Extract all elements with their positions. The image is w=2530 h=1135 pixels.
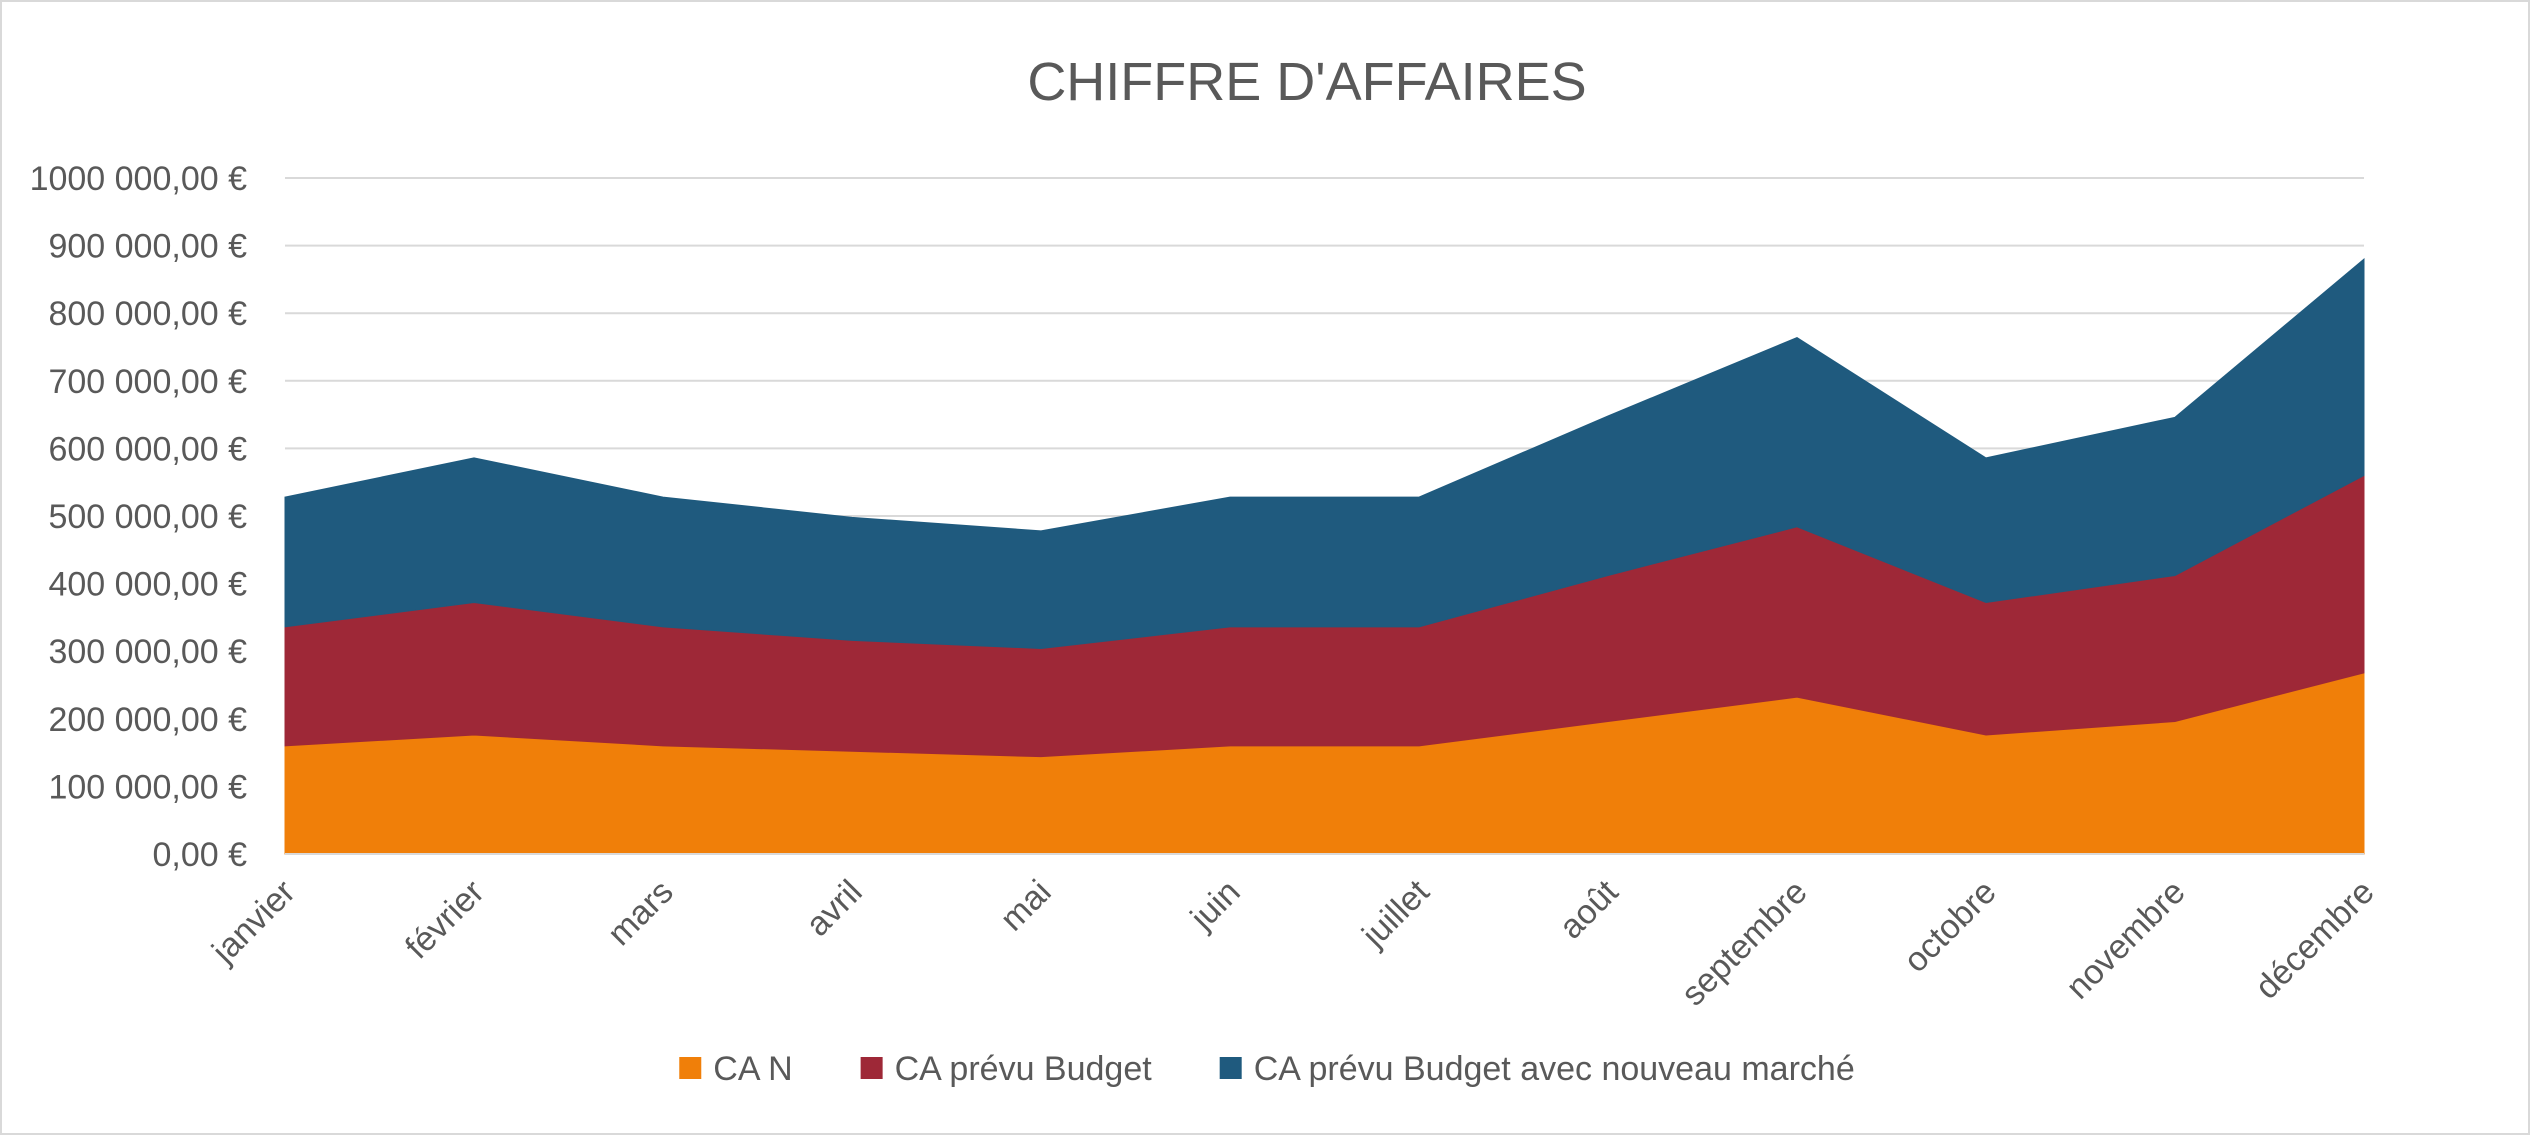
y-tick-label: 800 000,00 € — [48, 295, 247, 333]
area-series-3 — [284, 258, 2365, 649]
legend-label-2: CA prévu Budget — [895, 1050, 1153, 1088]
x-tick-label: avril — [799, 873, 870, 944]
y-tick-label: 600 000,00 € — [48, 430, 247, 468]
y-tick-label: 500 000,00 € — [48, 498, 247, 536]
chart-title: CHIFFRE D'AFFAIRES — [1027, 52, 1586, 112]
x-tick-label: mars — [600, 873, 680, 953]
legend-swatch-2 — [860, 1057, 883, 1079]
y-tick-label: 100 000,00 € — [48, 768, 247, 806]
x-axis: janvier février mars avril mai juin juillet aoû… — [204, 872, 2381, 1013]
y-tick-label: 700 000,00 € — [48, 363, 247, 401]
x-tick-label: mai — [993, 873, 1059, 939]
legend-label-3: CA prévu Budget avec nouveau marché — [1254, 1050, 1855, 1088]
y-tick-label: 1000 000,00 € — [30, 160, 248, 198]
y-tick-label: 0,00 € — [152, 836, 247, 874]
data-areas — [284, 258, 2365, 855]
x-tick-label: juillet — [1354, 872, 1437, 955]
x-tick-label: juin — [1183, 873, 1248, 938]
y-axis: 0,00 € 100 000,00 € 200 000,00 € 300 000,00… — [30, 160, 248, 874]
y-tick-label: 300 000,00 € — [48, 633, 247, 671]
y-tick-label: 900 000,00 € — [48, 228, 247, 266]
x-tick-label: février — [398, 873, 492, 967]
legend-swatch-1 — [679, 1057, 702, 1079]
legend-label-1: CA N — [713, 1050, 792, 1088]
x-tick-label: janvier — [204, 873, 302, 971]
x-tick-label: octobre — [1897, 873, 2004, 980]
legend: CA N CA prévu Budget CA prévu Budget avec … — [679, 1050, 1855, 1088]
x-tick-label: novembre — [2059, 873, 2193, 1007]
y-tick-label: 200 000,00 € — [48, 701, 247, 739]
x-tick-label: août — [1552, 872, 1626, 946]
x-tick-label: septembre — [1674, 873, 1814, 1013]
x-tick-label: décembre — [2248, 873, 2382, 1007]
y-tick-label: 400 000,00 € — [48, 566, 247, 604]
legend-swatch-3 — [1219, 1057, 1242, 1079]
